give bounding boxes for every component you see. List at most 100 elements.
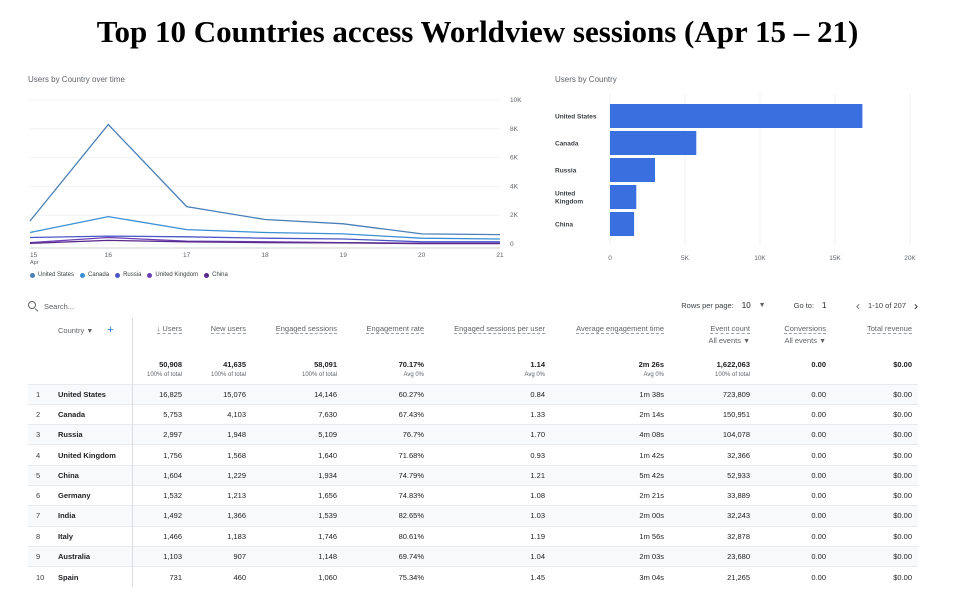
total-value: 2m 26s [638,360,665,369]
chevron-down-icon[interactable]: ▼ [86,328,94,335]
avg-engagement-column-header[interactable]: Average engagement time [551,318,670,356]
y-tick-label: 4K [510,183,519,190]
series-line-china[interactable] [29,239,500,245]
table-row[interactable]: 10 Spain 731 460 1,060 75.34% 1.45 3m 04s 21,265… [28,566,919,587]
total-value: 1,622,063 [716,360,751,369]
revenue-cell: $0.00 [832,424,919,445]
chevron-down-icon[interactable]: ▼ [819,338,827,345]
bar-russia[interactable] [610,158,655,182]
engaged-per-user-column-header[interactable]: Engaged sessions per user [430,318,551,356]
conversions-cell: 0.00 [756,566,833,587]
totals-row: 50,908 100% of total 41,635 100% of total … [28,356,918,384]
engaged-sessions-cell: 14,146 [252,383,344,405]
header-label: Engagement rate [366,324,425,334]
rows-per-page-select[interactable]: 10 [741,301,751,310]
bar-united-states[interactable] [610,104,863,128]
country-cell[interactable]: Canada [52,403,133,425]
x-tick-label: 19 [340,252,348,259]
y-tick-label: 10K [510,97,522,104]
table-row[interactable]: 2 Canada 5,753 4,103 7,630 67.43% 1.33 2m 14s 15… [28,403,919,425]
engaged-sessions-column-header[interactable]: Engaged sessions [252,318,343,356]
new-users-cell: 1,213 [188,484,253,506]
total-value: 58,091 [314,360,338,369]
x-tick-label: 0 [608,255,612,262]
engaged-sessions-cell: 1,060 [252,566,344,587]
bar-united-kingdom[interactable] [610,185,637,209]
country-cell[interactable]: Italy [52,525,133,547]
country-cell[interactable]: United States [52,383,133,405]
country-column-header[interactable]: Country ▼ + [28,318,133,356]
country-cell[interactable]: Spain [52,566,133,587]
legend-item-canada[interactable]: Canada [80,272,109,278]
next-page-icon[interactable]: › [914,298,918,313]
series-line-united-states[interactable] [29,123,501,236]
table-row[interactable]: 8 Italy 1,466 1,183 1,746 80.61% 1.19 1m 56s 32,… [28,525,919,547]
x-tick-sublabel: Apr [30,260,39,266]
series-line-russia[interactable] [29,235,500,243]
engagement-rate-cell: 82.65% [343,505,431,527]
series-line-canada[interactable] [29,215,501,240]
total-value: 41,635 [223,360,247,369]
table-row[interactable]: 4 United Kingdom 1,756 1,568 1,640 71.68% 0.93… [28,444,919,466]
filter-label: All events [784,336,817,345]
event-filter-select[interactable]: All events ▼ [676,336,750,345]
row-index: 8 [28,525,52,547]
x-tick-label: 17 [183,252,191,259]
row-index: 9 [28,545,52,567]
header-label: Engaged sessions [275,324,338,334]
country-cell[interactable]: China [52,464,133,486]
conversions-column-header[interactable]: Conversions All events ▼ [756,318,832,356]
new-users-column-header[interactable]: New users [188,318,252,356]
bar-china[interactable] [610,212,635,236]
legend-item-united-kingdom[interactable]: United Kingdom [147,272,198,278]
filter-label: All events [708,336,741,345]
total-sub: 100% of total [301,372,338,378]
bar-canada[interactable] [610,131,697,155]
country-cell[interactable]: India [52,505,133,527]
conversions-filter-select[interactable]: All events ▼ [762,336,826,345]
total-revenue-column-header[interactable]: Total revenue [832,318,918,356]
legend-label: United Kingdom [155,272,199,278]
revenue-cell: $0.00 [832,545,919,567]
search-box[interactable]: Search... [28,301,74,311]
table-row[interactable]: 7 India 1,492 1,366 1,539 82.65% 1.03 2m 00s 32,… [28,505,919,527]
add-dimension-icon[interactable]: + [107,324,114,336]
total-users: 50,908 100% of total [132,356,188,384]
legend-dot [30,272,35,278]
country-cell[interactable]: Germany [52,484,133,506]
prev-page-icon[interactable]: ‹ [856,298,861,313]
country-cell[interactable]: United Kingdom [52,444,133,466]
engaged-per-user-cell: 1.08 [430,484,552,506]
event-count-column-header[interactable]: Event count All events ▼ [670,318,756,356]
new-users-cell: 4,103 [188,403,253,425]
country-cell[interactable]: Russia [52,424,133,445]
engaged-sessions-cell: 5,109 [252,424,344,445]
total-new-users: 41,635 100% of total [188,356,252,384]
table-row[interactable]: 6 Germany 1,532 1,213 1,656 74.83% 1.08 2m 21s 3… [28,484,919,506]
new-users-cell: 1,229 [188,464,253,486]
table-row[interactable]: 9 Australia 1,103 907 1,148 69.74% 1.04 2m 03s 2… [28,545,919,567]
category-label: Kingdom [555,199,583,206]
revenue-cell: $0.00 [832,444,919,466]
engagement-rate-cell: 74.79% [343,464,431,486]
table-row[interactable]: 3 Russia 2,997 1,948 5,109 76.7% 1.70 4m 08s 104… [28,424,919,445]
event-count-cell: 32,243 [670,505,757,527]
legend-item-russia[interactable]: Russia [115,272,141,278]
goto-input[interactable]: 1 [822,301,827,310]
chevron-down-icon[interactable]: ▼ [758,302,766,309]
engagement-rate-column-header[interactable]: Engagement rate [343,318,430,356]
search-input[interactable]: Search... [44,301,75,311]
table-row[interactable]: 1 United States 16,825 15,076 14,146 60.27% 0.… [28,383,919,405]
country-cell[interactable]: Australia [52,545,133,567]
engaged-sessions-cell: 1,148 [252,545,344,567]
row-index: 10 [28,566,52,587]
chevron-down-icon[interactable]: ▼ [743,338,751,345]
table-row[interactable]: 5 China 1,604 1,229 1,934 74.79% 1.21 5m 42s 52,… [28,464,919,486]
total-conversions: 0.00 [756,356,832,384]
page-title: Top 10 Countries access Worldview sessio… [96,14,859,49]
users-column-header[interactable]: ↓ Users [132,318,188,356]
legend-item-united-states[interactable]: United States [30,272,74,278]
search-icon [28,301,38,311]
legend-item-china[interactable]: China [204,272,228,278]
total-sub: Avg 0% [524,372,546,378]
